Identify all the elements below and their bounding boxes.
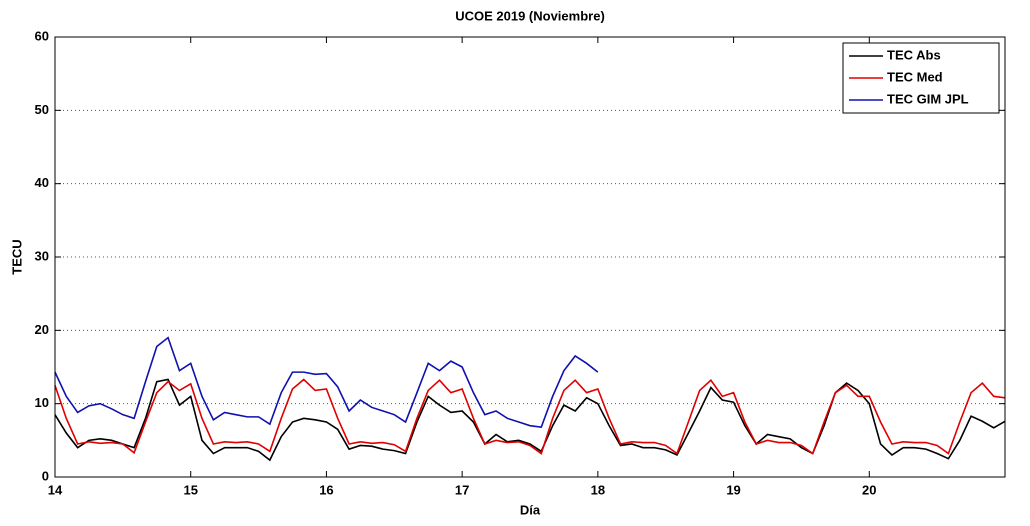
x-tick-label: 20 [862,482,876,497]
plot-frame [54,36,1006,478]
x-tick-label: 18 [591,482,605,497]
y-tick-label: 60 [35,28,49,43]
x-tick-label: 17 [455,482,469,497]
y-tick-label: 0 [42,468,49,483]
x-tick-label: 14 [48,482,63,497]
y-tick-label: 40 [35,175,49,190]
y-axis-label: TECU [9,239,24,274]
series-line [54,378,1006,462]
legend-label: TEC Abs [887,47,941,62]
y-tick-label: 20 [35,322,49,337]
series-line [54,378,1006,455]
y-tick-label: 30 [35,248,49,263]
x-tick-label: 15 [183,482,197,497]
x-tick-label: 16 [319,482,333,497]
legend-box [842,42,1000,114]
legend-label: TEC GIM JPL [887,91,969,106]
x-tick-label: 19 [726,482,740,497]
series-line [54,336,599,429]
chart-title: UCOE 2019 (Noviembre) [455,8,605,23]
y-tick-label: 50 [35,102,49,117]
legend-label: TEC Med [887,69,943,84]
y-tick-label: 10 [35,395,49,410]
x-axis-label: Día [520,502,541,517]
